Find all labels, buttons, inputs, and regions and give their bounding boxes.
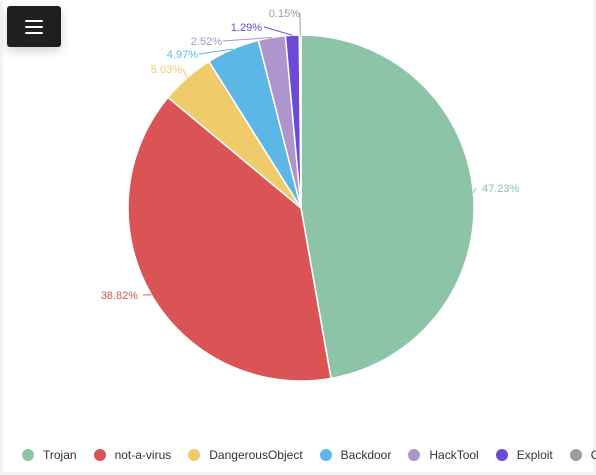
pie-chart: 47.23% 38.82% 5.03% 4.97%2.52% 1.29% 0.15%: [101, 8, 520, 382]
data-label-exploit: 1.29%: [231, 22, 262, 34]
legend-label: DangerousObject: [209, 448, 303, 462]
data-label-dangerousobject: 5.03%: [151, 64, 182, 76]
legend-label: Backdoor: [340, 448, 392, 462]
label-connector-backdoor: [198, 48, 233, 55]
legend-label: Trojan: [43, 448, 77, 462]
label-connector-dangerousobject: [182, 68, 188, 79]
legend-item-dangerousobject[interactable]: DangerousObject: [188, 448, 303, 462]
legend-item-backdoor[interactable]: Backdoor: [319, 448, 392, 462]
legend-item-trojan[interactable]: Trojan: [22, 448, 77, 462]
legend-item-hacktool[interactable]: HackTool: [408, 448, 479, 462]
pie-slice-not-a-virus[interactable]: [127, 96, 332, 382]
legend-item-not-a-virus[interactable]: not-a-virus: [93, 448, 172, 462]
legend-label: HackTool: [429, 448, 479, 462]
legend-swatch: [188, 449, 201, 461]
legend-swatch: [319, 449, 332, 461]
data-label-backdoor: 4.97%: [167, 49, 198, 61]
hamburger-icon-line: [25, 32, 43, 34]
legend-item-exploit[interactable]: Exploit: [495, 448, 553, 462]
data-label-not-a-virus: 38.82%: [101, 290, 139, 302]
menu-button[interactable]: [7, 6, 61, 47]
label-connector-hacktool: [222, 37, 272, 42]
data-label-trojan: 47.23%: [482, 183, 520, 195]
legend-swatch: [22, 449, 34, 461]
legend-swatch: [93, 449, 106, 461]
legend-swatch: [495, 449, 508, 461]
hamburger-icon-line: [25, 26, 43, 28]
data-label-hacktool: 2.52%: [191, 36, 222, 48]
legend-swatch: [408, 449, 421, 461]
legend-label: Exploit: [516, 448, 553, 462]
label-connector-trojan: [472, 187, 477, 194]
legend-swatch: [569, 449, 582, 461]
legend-item-other[interactable]: Other: [569, 448, 596, 462]
data-label-other: 0.15%: [269, 8, 300, 20]
legend-label: Other: [590, 448, 596, 462]
legend-label: not-a-virus: [114, 448, 172, 462]
chart-legend: Trojan not-a-virus DangerousObject Backdoor…: [22, 444, 596, 466]
pie-slice-other[interactable]: [298, 34, 302, 209]
label-connector-exploit: [263, 26, 293, 36]
hamburger-icon: [25, 20, 43, 22]
pie-slice-trojan[interactable]: [300, 34, 475, 380]
